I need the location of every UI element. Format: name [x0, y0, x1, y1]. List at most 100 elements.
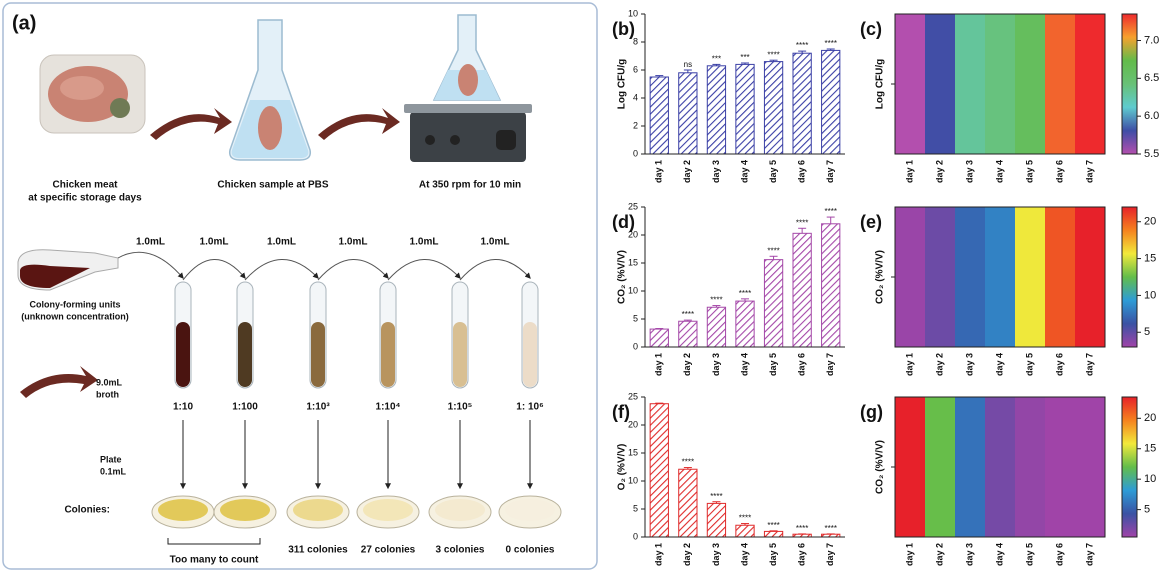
x-tick-label: day 4: [994, 160, 1004, 183]
heat-frame: [894, 13, 1106, 155]
colorbar-tick-label: 10: [1144, 473, 1156, 485]
bar: [735, 524, 755, 538]
heat-cell: [895, 397, 926, 537]
bar: [821, 223, 841, 348]
x-tick-label: day 1: [904, 543, 914, 566]
step-label: Chicken sample at PBS: [217, 180, 328, 191]
x-tick-label: day 5: [1024, 160, 1034, 183]
significance: ****: [796, 218, 808, 227]
panel-label: (e): [860, 212, 882, 232]
colorbar: [1121, 13, 1138, 155]
x-tick-label: day 1: [904, 160, 914, 183]
panel-label: (f): [612, 402, 630, 422]
tube-liquid: [238, 322, 252, 387]
x-tick-label: day 7: [825, 543, 835, 566]
dilution-label: 1:100: [232, 402, 258, 413]
heat-cell: [925, 207, 956, 347]
x-tick-label: day 7: [825, 160, 835, 183]
x-tick-label: day 5: [768, 353, 778, 376]
axes: [644, 207, 845, 348]
dilution-label: 1:10: [173, 402, 193, 413]
x-tick-label: day 2: [682, 353, 692, 376]
shaker: [404, 14, 532, 162]
heat-cell: [895, 207, 926, 347]
bar: [649, 403, 669, 538]
y-tick-label: 0: [633, 341, 638, 351]
y-axis-label: CO₂ (%V/V): [875, 250, 886, 304]
tube-liquid: [381, 322, 395, 387]
x-tick-label: day 2: [934, 543, 944, 566]
y-tick-label: 2: [633, 120, 638, 130]
x-tick-label: day 2: [682, 160, 692, 183]
x-tick-label: day 5: [1024, 543, 1034, 566]
bar: [763, 259, 784, 348]
significance: ****: [824, 207, 836, 216]
x-tick-label: day 6: [1054, 353, 1064, 376]
dish-agar: [363, 499, 413, 521]
y-tick-label: 5: [633, 503, 638, 513]
colorbar-tick-label: 5.5: [1144, 148, 1159, 160]
step-label: At 350 rpm for 10 min: [419, 180, 521, 191]
x-tick-label: day 4: [994, 543, 1004, 566]
dilution-label: 1:10³: [306, 402, 330, 413]
y-axis-label: O₂ (%V/V): [617, 444, 628, 491]
bar: [706, 502, 727, 538]
x-tick-label: day 2: [682, 543, 692, 566]
heat-cell: [1015, 14, 1046, 154]
x-tick-label: day 6: [797, 160, 807, 183]
outcome: 0 colonies: [506, 545, 555, 556]
x-tick-label: day 6: [797, 353, 807, 376]
dilution-label: 1:10⁴: [376, 402, 401, 413]
x-tick-label: day 6: [1054, 543, 1064, 566]
colorbar-tick-label: 6.0: [1144, 110, 1159, 122]
heat-cell: [925, 14, 956, 154]
heat-cell: [1015, 207, 1046, 347]
dish-agar: [505, 499, 555, 521]
transfer-arc: [244, 259, 319, 281]
y-tick-label: 4: [633, 92, 638, 102]
bar: [706, 306, 727, 348]
colorbar-tick-label: 7.0: [1144, 34, 1159, 46]
bar: [649, 328, 669, 348]
plate-label: Plate: [100, 454, 122, 464]
x-tick-label: day 1: [904, 353, 914, 376]
y-tick-label: 0: [633, 531, 638, 541]
x-tick-label: day 3: [711, 353, 721, 376]
x-tick-label: day 7: [1084, 353, 1094, 376]
heat-cell: [1075, 207, 1106, 347]
y-tick-label: 10: [628, 285, 638, 295]
bar: [735, 63, 755, 155]
significance: ****: [710, 296, 722, 305]
broth-label: 9.0mL: [96, 377, 123, 387]
dilution-label: 1:10⁵: [448, 402, 473, 413]
y-axis-label: Log CFU/g: [875, 59, 886, 110]
x-tick-label: day 5: [768, 160, 778, 183]
heat-cell: [1075, 397, 1106, 537]
x-tick-label: day 2: [934, 160, 944, 183]
transfer-arc: [459, 259, 531, 281]
panel-label: (g): [860, 402, 883, 422]
bar: [821, 49, 841, 155]
colorbar-tick-label: 5: [1144, 504, 1150, 516]
x-tick-label: day 3: [964, 543, 974, 566]
outcome: 311 colonies: [288, 545, 348, 556]
significance: ****: [824, 39, 836, 48]
tube-liquid: [523, 322, 537, 387]
significance: ****: [824, 524, 836, 533]
significance: ****: [767, 246, 779, 255]
dish-agar: [220, 499, 270, 521]
x-tick-label: day 3: [711, 160, 721, 183]
panel-label: (a): [12, 12, 36, 34]
significance: ****: [682, 310, 694, 319]
x-tick-label: day 6: [1054, 160, 1064, 183]
axes: [644, 14, 845, 155]
outcome: 3 colonies: [436, 545, 485, 556]
x-tick-label: day 7: [825, 353, 835, 376]
heat-cell: [1075, 14, 1106, 154]
y-tick-label: 25: [628, 391, 638, 401]
heat-cell: [955, 207, 986, 347]
heat-frame: [894, 396, 1106, 538]
transfer-volume: 1.0mL: [410, 237, 439, 248]
bar: [763, 530, 784, 538]
diagram: (a) Chicken meat at specific storage days C…: [12, 12, 562, 566]
